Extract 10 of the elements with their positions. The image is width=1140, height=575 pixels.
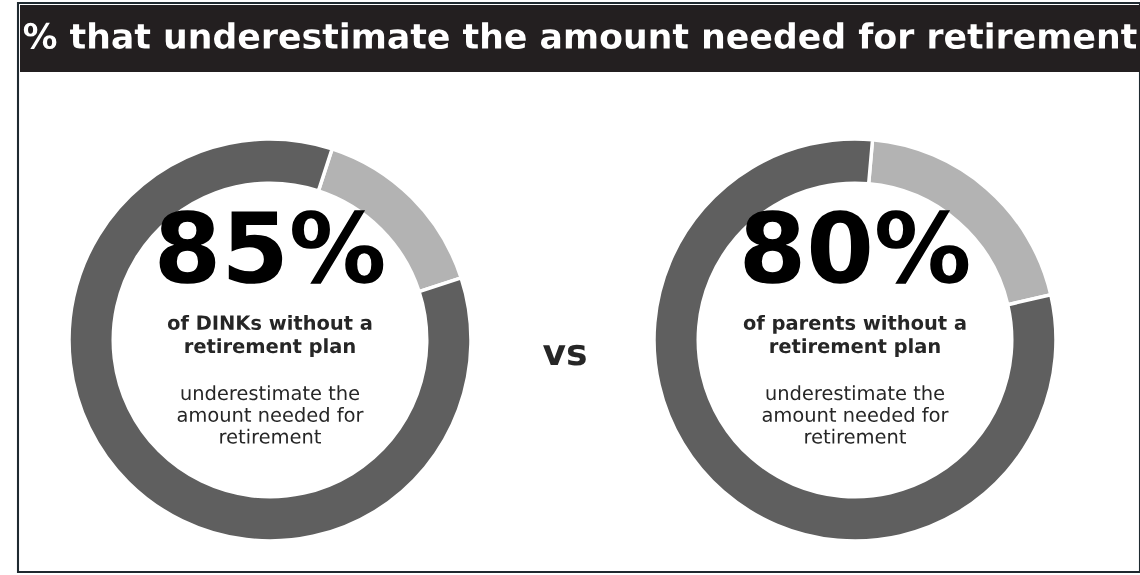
text: vs <box>543 344 586 366</box>
text: underestimate the amount needed for retirement <box>177 385 364 444</box>
data-label: 85% <box>159 210 384 284</box>
data-label: 80% <box>744 210 969 284</box>
text: % that underestimate the amount needed for retirement <box>23 22 1137 50</box>
donut-slice <box>652 137 1058 543</box>
text: of parents without a retirement plan <box>743 314 966 358</box>
donut-slice <box>67 137 473 543</box>
text: underestimate the amount needed for retirement <box>762 385 949 444</box>
text: of DINKs without a retirement plan <box>167 314 372 358</box>
